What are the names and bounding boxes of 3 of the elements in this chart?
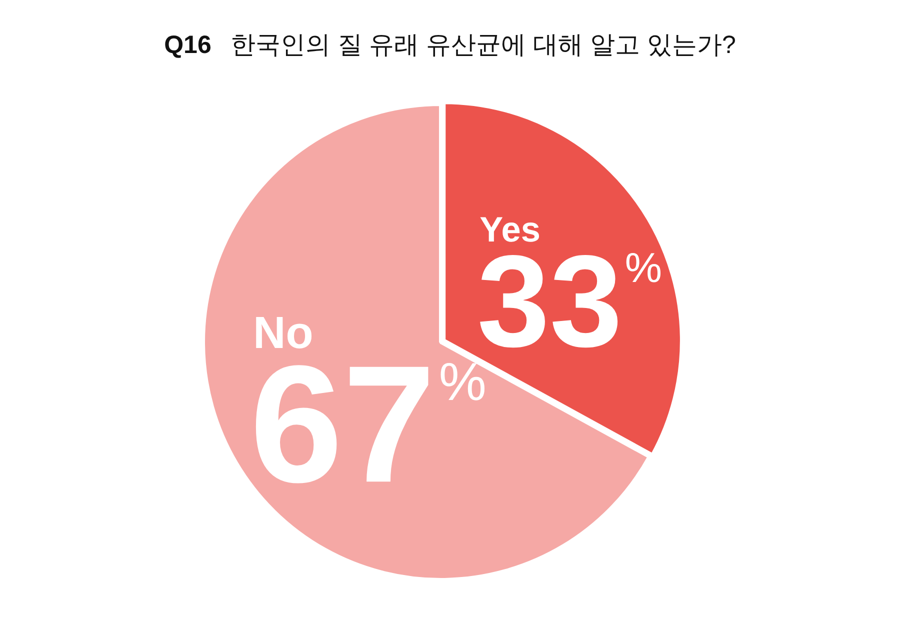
chart-title: Q16 한국인의 질 유래 유산균에 대해 알고 있는가?: [163, 30, 737, 61]
slice-label: Yes: [480, 210, 540, 250]
slice-label: No: [253, 307, 314, 358]
